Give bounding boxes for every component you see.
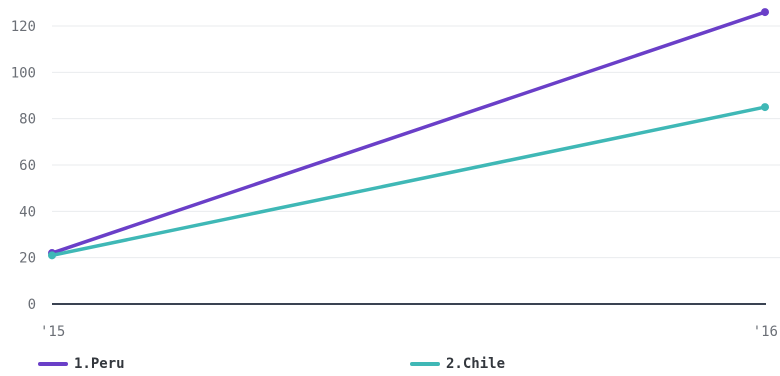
y-tick-label: 100 — [11, 65, 36, 81]
legend-item[interactable]: 2.Chile — [410, 356, 505, 372]
series-line-2 — [50, 105, 767, 258]
series-line-1 — [50, 10, 767, 255]
legend-label: 1.Peru — [74, 356, 125, 372]
data-point[interactable] — [761, 103, 769, 112]
y-tick-label: 40 — [19, 204, 36, 220]
legend-item[interactable]: 1.Peru — [38, 356, 125, 372]
x-axis-ticks: '15 '16 — [40, 324, 778, 340]
x-tick-label: '16 — [753, 324, 778, 340]
y-axis-ticks: 0 20 40 60 80 100 120 — [11, 19, 36, 313]
legend-swatch — [410, 362, 440, 366]
y-tick-label: 60 — [19, 158, 36, 174]
y-tick-label: 120 — [11, 19, 36, 35]
legend-label: 2.Chile — [446, 356, 506, 372]
series-lines — [48, 8, 769, 260]
data-point[interactable] — [48, 251, 56, 260]
y-tick-label: 20 — [19, 251, 36, 267]
legend-swatch — [38, 362, 68, 366]
gridlines — [52, 25, 780, 259]
y-tick-label: 80 — [19, 112, 36, 128]
data-point[interactable] — [761, 8, 769, 17]
x-tick-label: '15 — [40, 324, 65, 340]
y-tick-label: 0 — [28, 297, 36, 313]
